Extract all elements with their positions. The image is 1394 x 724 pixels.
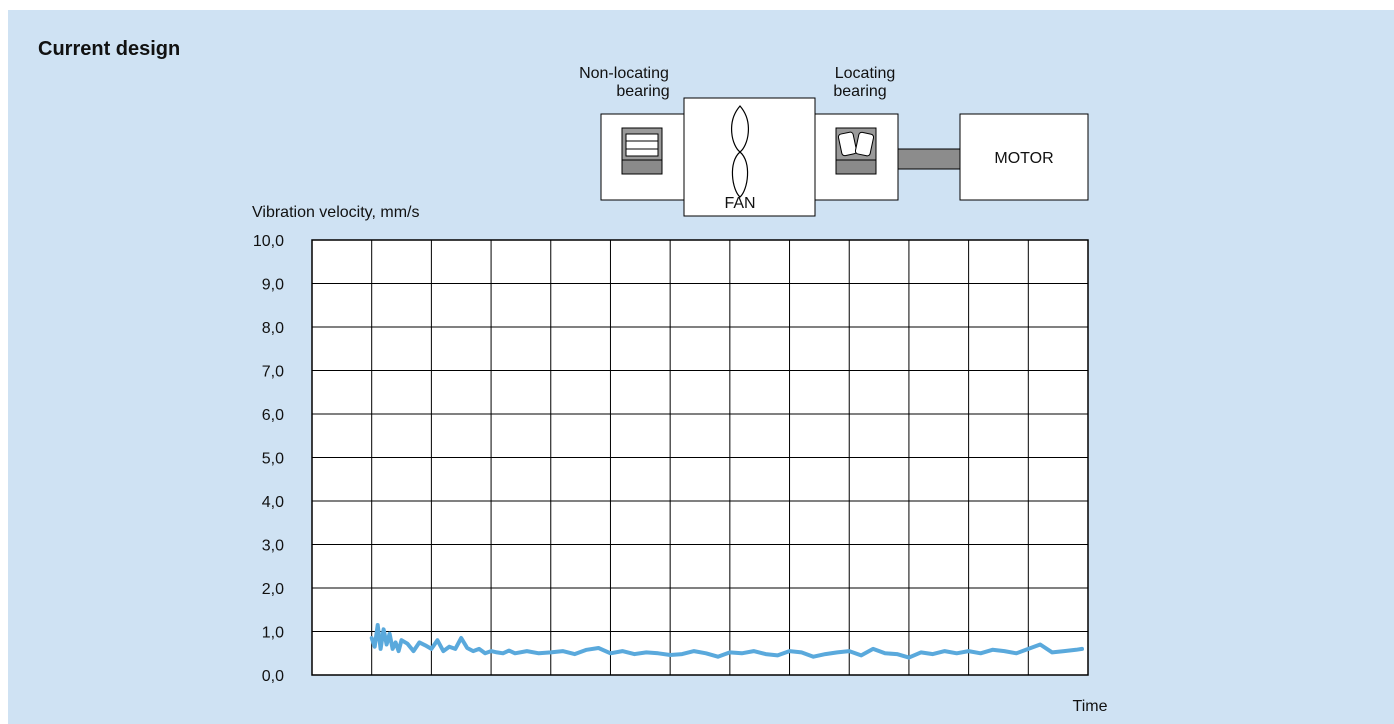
fan-blade-icon — [731, 105, 749, 198]
page-title: Current design — [38, 38, 181, 60]
locating-label-line1: Locating — [835, 65, 896, 82]
non-locating-label-line2: bearing — [616, 83, 669, 100]
y-tick-labels: 0,0 1,0 2,0 3,0 4,0 5,0 6,0 7,0 8,0 9,0 10,0 — [253, 233, 284, 685]
fan-label: FAN — [724, 195, 755, 212]
y-tick-label: 0,0 — [262, 668, 284, 685]
machine-diagram: Non-locating bearing Locating bearing FA… — [579, 65, 1089, 217]
y-tick-label: 9,0 — [262, 277, 284, 294]
y-tick-label: 2,0 — [262, 581, 284, 598]
grid — [312, 240, 1088, 675]
y-tick-label: 7,0 — [262, 364, 284, 381]
y-tick-label: 10,0 — [253, 233, 284, 250]
chart: Vibration velocity, mm/s 0,0 1,0 2,0 3,0 4,0… — [252, 204, 1108, 715]
y-tick-label: 6,0 — [262, 407, 284, 424]
y-tick-label: 5,0 — [262, 451, 284, 468]
shaft-coupling — [897, 148, 961, 170]
y-tick-label: 1,0 — [262, 625, 284, 642]
motor-box — [959, 113, 1089, 201]
locating-label-line2: bearing — [833, 83, 886, 100]
spherical-roller-bearing-icon — [835, 127, 877, 175]
plot-frame — [311, 239, 1089, 676]
fan-housing — [683, 97, 816, 217]
motor-label: MOTOR — [994, 150, 1053, 167]
vibration-series-line — [369, 623, 1084, 660]
x-axis-label: Time — [1073, 698, 1108, 715]
y-tick-label: 3,0 — [262, 538, 284, 555]
non-locating-label-line1: Non-locating — [579, 65, 669, 82]
y-tick-label: 8,0 — [262, 320, 284, 337]
series-group — [369, 623, 1084, 660]
cylindrical-roller-bearing-icon — [621, 127, 663, 175]
y-tick-label: 4,0 — [262, 494, 284, 511]
y-axis-label: Vibration velocity, mm/s — [252, 204, 419, 221]
